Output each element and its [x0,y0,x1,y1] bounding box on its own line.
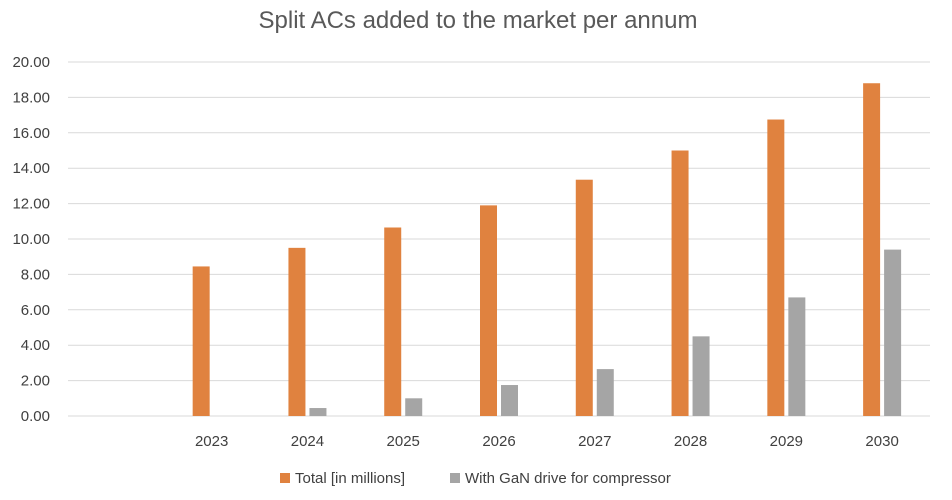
legend-label: Total [in millions] [295,470,405,487]
y-tick-label: 20.00 [12,54,50,71]
bar-total-2024 [288,247,306,416]
y-tick-label: 2.00 [21,373,50,390]
y-tick-label: 4.00 [21,337,50,354]
legend-label: With GaN drive for compressor [465,470,671,487]
bar-total-2023 [192,266,210,416]
bar-total-2030 [863,83,881,417]
bar-total-2029 [767,119,785,417]
y-tick-label: 18.00 [12,89,50,106]
bar-gan-2030 [884,249,902,416]
x-tick-label: 2026 [482,433,515,450]
bars [192,83,902,417]
x-tick-label: 2023 [195,433,228,450]
y-tick-label: 8.00 [21,266,50,283]
x-axis-ticks: 2023 2024 2025 2026 2027 2028 2029 2030 [195,433,899,450]
bar-gan-2029 [788,297,806,416]
bar-gan-2024 [309,408,327,416]
bar-total-2028 [671,150,689,416]
y-axis-ticks: 0.00 2.00 4.00 6.00 8.00 10.00 12.00 14.00 16.00… [12,54,50,425]
x-tick-label: 2025 [387,433,420,450]
y-tick-label: 16.00 [12,125,50,142]
bar-total-2026 [480,205,497,416]
x-tick-label: 2024 [291,433,324,450]
legend-swatch [450,473,460,483]
y-tick-label: 6.00 [21,302,50,319]
gridlines [68,61,930,417]
bar-gan-2026 [501,385,518,416]
bar-gan-2028 [692,336,710,416]
y-tick-label: 10.00 [12,231,50,248]
bar-total-2025 [384,227,402,416]
legend-swatch [280,473,290,483]
y-tick-label: 0.00 [21,408,50,425]
bar-total-2027 [575,179,593,416]
x-tick-label: 2029 [770,433,803,450]
x-tick-label: 2030 [865,433,898,450]
bar-gan-2027 [596,369,614,416]
bar-gan-2025 [405,398,423,416]
legend: Total [in millions] With GaN drive for co… [280,470,671,487]
y-tick-label: 12.00 [12,196,50,213]
x-tick-label: 2027 [578,433,611,450]
chart-title: Split ACs added to the market per annum [259,7,698,34]
x-tick-label: 2028 [674,433,707,450]
y-tick-label: 14.00 [12,160,50,177]
